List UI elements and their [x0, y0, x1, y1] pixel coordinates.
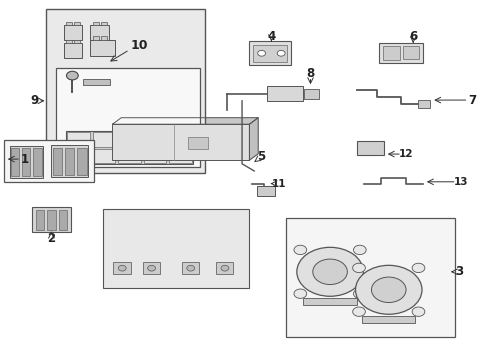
Bar	[53, 148, 62, 175]
Bar	[66, 40, 72, 43]
Circle shape	[353, 245, 366, 255]
Bar	[90, 25, 109, 40]
Bar	[90, 40, 115, 56]
Circle shape	[66, 71, 78, 80]
Text: 1: 1	[20, 153, 28, 166]
Bar	[417, 100, 429, 108]
Bar	[93, 36, 99, 40]
Bar	[101, 22, 107, 25]
Circle shape	[352, 307, 365, 316]
Bar	[356, 141, 383, 155]
Bar	[93, 149, 115, 163]
Bar	[256, 186, 275, 196]
Bar	[36, 210, 44, 230]
Bar	[10, 146, 43, 178]
Bar	[101, 36, 107, 40]
Polygon shape	[249, 118, 258, 160]
Bar	[285, 218, 454, 337]
Circle shape	[411, 263, 424, 273]
Text: 8: 8	[306, 67, 314, 80]
Bar	[4, 140, 94, 182]
Bar	[51, 145, 88, 177]
Bar	[362, 316, 414, 323]
Bar	[83, 79, 110, 85]
Bar	[74, 22, 80, 25]
Bar	[63, 25, 82, 40]
Bar	[93, 132, 115, 147]
Circle shape	[277, 50, 285, 56]
Circle shape	[371, 277, 405, 302]
Bar	[33, 148, 41, 176]
Bar	[118, 149, 141, 163]
Bar	[182, 262, 199, 274]
Circle shape	[118, 265, 126, 271]
Bar	[143, 132, 166, 147]
Bar	[47, 210, 56, 230]
Bar	[266, 86, 303, 101]
Circle shape	[352, 263, 365, 273]
Bar	[67, 132, 90, 147]
Text: 13: 13	[452, 177, 467, 187]
Bar	[63, 43, 82, 58]
Polygon shape	[112, 118, 258, 124]
Circle shape	[186, 265, 194, 271]
Bar	[77, 148, 86, 175]
Bar	[46, 9, 205, 173]
Bar	[187, 137, 208, 149]
Circle shape	[293, 289, 306, 298]
Text: 5: 5	[257, 150, 265, 163]
Bar	[169, 132, 191, 147]
Circle shape	[355, 265, 421, 314]
Bar	[66, 131, 193, 164]
Text: 10: 10	[130, 39, 148, 51]
Bar	[113, 262, 130, 274]
Bar	[93, 22, 99, 25]
Text: 2: 2	[47, 232, 55, 245]
Bar	[249, 41, 290, 65]
Text: 12: 12	[398, 149, 412, 159]
Bar	[304, 89, 318, 99]
Bar	[22, 148, 30, 176]
Bar	[143, 149, 166, 163]
Bar	[382, 46, 399, 60]
Bar	[118, 132, 141, 147]
Bar	[253, 45, 286, 62]
Bar	[169, 149, 191, 163]
Bar	[378, 43, 422, 63]
Bar	[74, 40, 80, 43]
Circle shape	[353, 289, 366, 298]
Circle shape	[411, 307, 424, 316]
Text: 6: 6	[408, 30, 416, 42]
Circle shape	[221, 265, 228, 271]
Circle shape	[293, 245, 306, 255]
Text: 9: 9	[30, 94, 38, 107]
Circle shape	[296, 247, 363, 296]
Bar	[112, 124, 249, 160]
Bar	[11, 148, 20, 176]
Text: 11: 11	[271, 179, 285, 189]
Circle shape	[257, 50, 265, 56]
Text: 4: 4	[267, 30, 275, 42]
Bar	[59, 210, 67, 230]
Bar	[65, 148, 74, 175]
Bar	[56, 68, 200, 167]
Bar	[66, 22, 72, 25]
Bar	[32, 207, 71, 232]
Bar	[142, 262, 160, 274]
Bar	[102, 209, 249, 288]
Bar	[216, 262, 233, 274]
Bar	[303, 298, 356, 305]
Bar	[403, 46, 418, 59]
Text: 7: 7	[467, 94, 475, 107]
Text: 3: 3	[455, 265, 463, 278]
Bar	[67, 149, 90, 163]
Circle shape	[147, 265, 155, 271]
Circle shape	[312, 259, 346, 284]
